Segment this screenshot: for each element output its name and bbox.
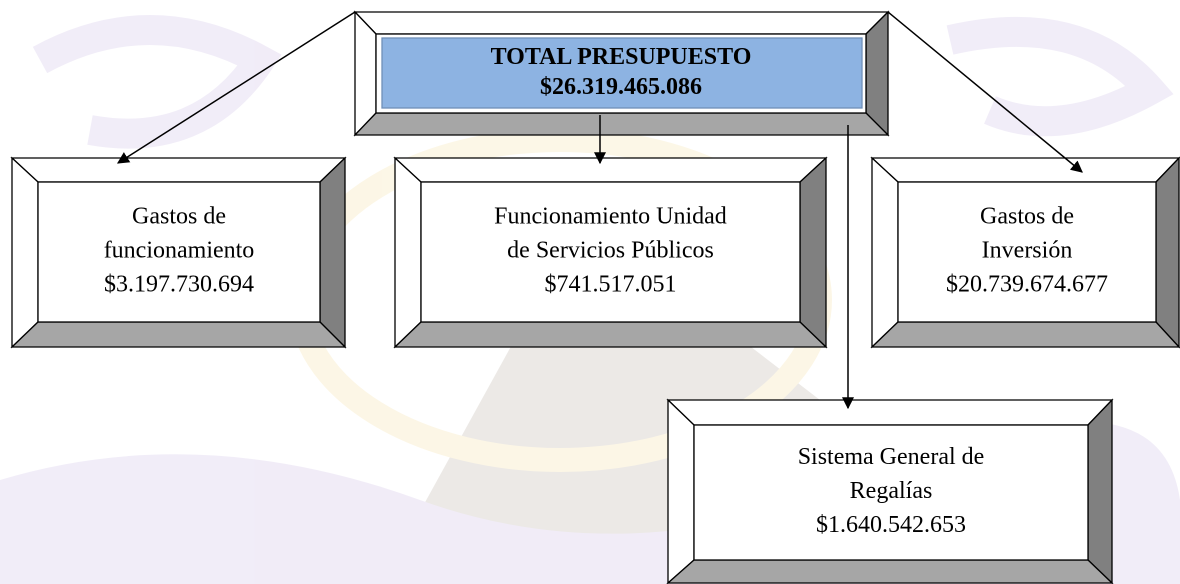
node-label: Gastos de <box>980 204 1074 230</box>
bevel-left <box>395 158 421 347</box>
node-label: Gastos de <box>132 204 226 230</box>
bevel-bottom <box>872 322 1179 347</box>
bevel-bottom <box>668 560 1112 583</box>
node-label: Inversión <box>982 238 1073 264</box>
node-label: Regalías <box>850 478 933 504</box>
node-label: funcionamiento <box>104 238 255 264</box>
node-label: $20.739.674.677 <box>946 272 1108 298</box>
node-label: Funcionamiento Unidad <box>494 204 727 230</box>
total-label: TOTAL PRESUPUESTO <box>491 44 752 70</box>
page: {"nodes": [ {"lines": ["TOTAL PRESUPUEST… <box>0 0 1180 584</box>
bevel-left <box>668 400 694 583</box>
bevel-top <box>355 12 888 34</box>
bevel-top <box>12 158 345 182</box>
bevel-bottom <box>12 322 345 347</box>
bevel-bottom <box>395 322 826 347</box>
bevel-right <box>320 158 345 347</box>
bevel-left <box>12 158 38 347</box>
budget-diagram: TOTAL PRESUPUESTO $26.319.465.086 Gastos d… <box>0 0 1180 584</box>
bevel-right <box>1088 400 1112 583</box>
bevel-top <box>872 158 1179 182</box>
bevel-left <box>872 158 898 347</box>
bevel-top <box>395 158 826 182</box>
node-label: $1.640.542.653 <box>816 512 966 538</box>
node-label: $3.197.730.694 <box>104 272 254 298</box>
bevel-right <box>1156 158 1179 347</box>
node-label: de Servicios Públicos <box>507 238 714 264</box>
bevel-bottom <box>355 113 888 135</box>
bevel-right <box>800 158 826 347</box>
node-label: $741.517.051 <box>545 272 677 298</box>
total-label: $26.319.465.086 <box>540 74 702 100</box>
bevel-top <box>668 400 1112 425</box>
node-label: Sistema General de <box>798 444 985 470</box>
